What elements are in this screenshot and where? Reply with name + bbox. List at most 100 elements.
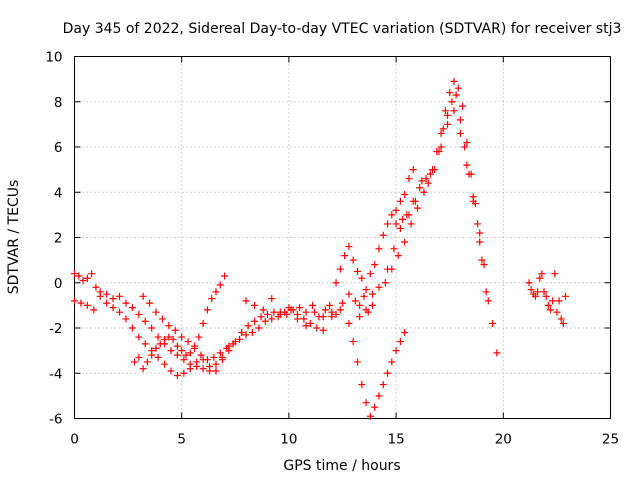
data-point xyxy=(158,315,166,323)
data-point xyxy=(193,358,201,366)
data-point xyxy=(463,138,471,146)
data-point xyxy=(379,231,387,239)
data-point xyxy=(77,299,85,307)
data-point xyxy=(399,215,407,223)
series-L xyxy=(527,274,569,323)
data-point xyxy=(199,319,207,327)
data-point xyxy=(276,310,284,318)
data-point xyxy=(182,351,190,359)
y-tick-label: 10 xyxy=(45,50,62,66)
data-point xyxy=(328,313,336,321)
data-point xyxy=(414,204,422,212)
data-point xyxy=(148,324,156,332)
data-point xyxy=(306,319,314,327)
y-tick-label: -6 xyxy=(49,412,62,428)
series-G xyxy=(345,319,409,420)
y-tick-label: -4 xyxy=(49,366,62,382)
data-point xyxy=(362,399,370,407)
data-point xyxy=(418,177,426,185)
data-point xyxy=(79,276,87,284)
data-point xyxy=(437,129,445,137)
y-tick-label: 8 xyxy=(54,95,63,111)
x-tick-label: 5 xyxy=(177,432,186,448)
series-C xyxy=(131,272,229,373)
data-point xyxy=(559,319,567,327)
data-point xyxy=(396,338,404,346)
series-E xyxy=(242,290,377,334)
data-point xyxy=(195,333,203,341)
data-point xyxy=(268,295,276,303)
data-point xyxy=(345,243,353,251)
data-point xyxy=(441,107,449,115)
data-point xyxy=(296,304,304,312)
data-point xyxy=(270,308,278,316)
data-point xyxy=(154,353,162,361)
data-point xyxy=(244,322,252,330)
data-point xyxy=(482,288,490,296)
data-point xyxy=(401,329,409,337)
data-point xyxy=(360,292,368,300)
data-point xyxy=(411,197,419,205)
data-point xyxy=(154,333,162,341)
data-point xyxy=(212,367,220,375)
data-point xyxy=(135,353,143,361)
data-point xyxy=(553,308,561,316)
data-point xyxy=(319,326,327,334)
data-point xyxy=(152,308,160,316)
data-point xyxy=(384,220,392,228)
data-point xyxy=(493,349,501,357)
x-tick-label: 20 xyxy=(495,432,512,448)
data-point xyxy=(450,77,458,85)
data-point xyxy=(178,333,186,341)
data-point xyxy=(326,301,334,309)
data-point xyxy=(527,286,535,294)
data-point xyxy=(167,347,175,355)
data-point xyxy=(268,315,276,323)
data-point xyxy=(165,322,173,330)
data-point xyxy=(116,308,124,316)
data-point xyxy=(152,344,160,352)
data-point xyxy=(561,292,569,300)
data-point xyxy=(212,288,220,296)
data-point xyxy=(358,381,366,389)
data-point xyxy=(339,299,346,307)
data-point xyxy=(557,315,565,323)
data-point xyxy=(356,301,364,309)
data-point xyxy=(396,197,404,205)
data-point xyxy=(206,362,214,370)
data-point xyxy=(392,220,400,228)
data-point xyxy=(321,306,329,314)
data-point xyxy=(546,306,554,314)
grid xyxy=(74,56,611,419)
data-point xyxy=(208,295,216,303)
data-point xyxy=(358,274,366,282)
data-point xyxy=(484,297,492,305)
data-point xyxy=(173,342,181,350)
data-point xyxy=(392,206,400,214)
data-point xyxy=(135,310,143,318)
data-point xyxy=(362,286,370,294)
data-point xyxy=(384,265,392,273)
data-point xyxy=(285,304,293,312)
data-point xyxy=(407,220,415,228)
data-point xyxy=(476,238,484,246)
data-point xyxy=(135,333,143,341)
data-point xyxy=(452,91,460,99)
data-point xyxy=(420,188,428,196)
data-point xyxy=(336,265,344,273)
data-point xyxy=(302,322,310,330)
data-point xyxy=(405,211,413,219)
chart-title: Day 345 of 2022, Sidereal Day-to-day VTE… xyxy=(63,21,622,37)
y-axis: -6 -4 -2 0 2 4 6 8 10 xyxy=(45,50,611,428)
data-point xyxy=(461,143,469,151)
data-point xyxy=(148,351,156,359)
data-point xyxy=(263,310,271,318)
data-point xyxy=(538,270,546,278)
data-point xyxy=(366,412,374,420)
data-point xyxy=(143,358,151,366)
data-point xyxy=(426,170,434,178)
data-point xyxy=(469,197,477,205)
data-point xyxy=(525,279,533,287)
data-point xyxy=(156,340,164,348)
data-point xyxy=(223,344,231,352)
